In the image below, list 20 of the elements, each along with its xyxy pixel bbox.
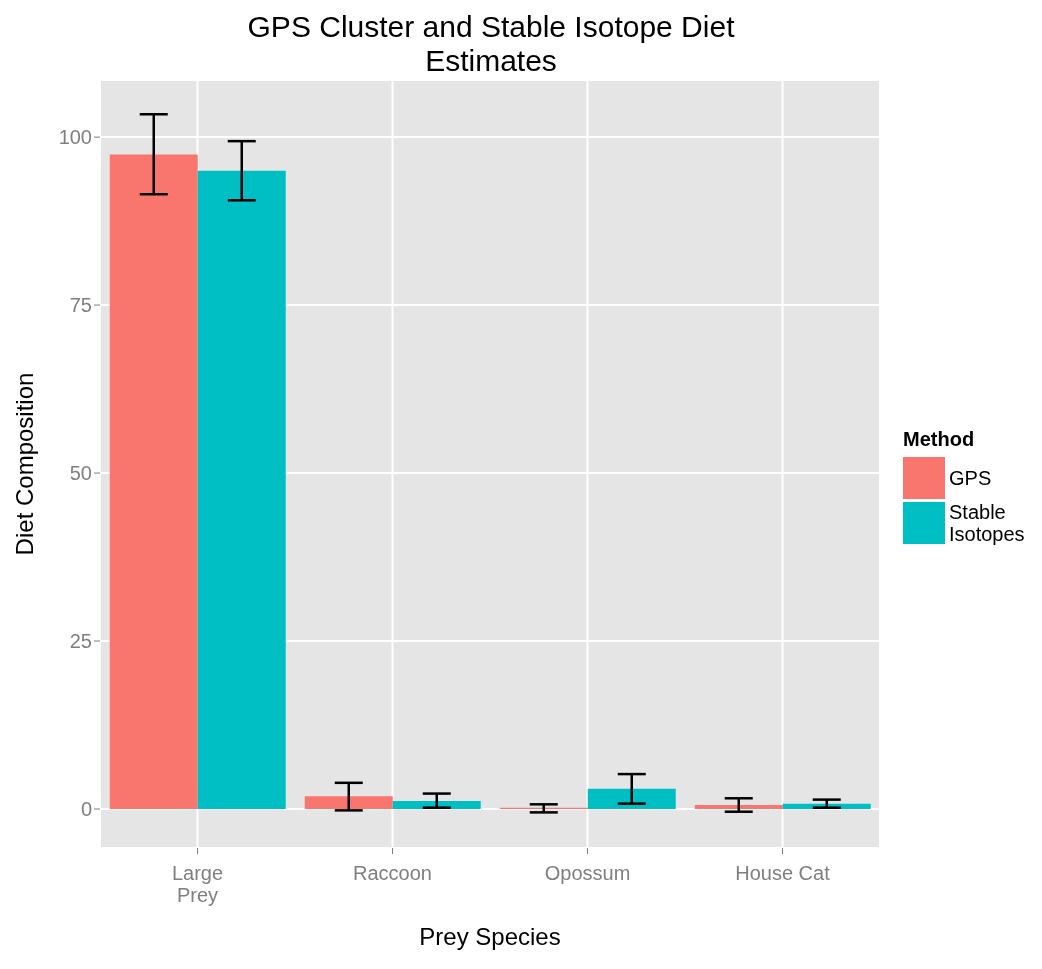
bar: [587, 788, 676, 810]
legend-title: Method: [903, 428, 976, 451]
bar: [197, 170, 286, 810]
y-tick-label: 100: [58, 126, 92, 149]
x-axis-title: Prey Species: [419, 923, 561, 950]
legend-label: Stable Isotopes: [949, 501, 1026, 545]
legend-label: GPS: [949, 467, 992, 489]
y-tick-label: 50: [69, 462, 92, 485]
x-tick-label: Large Prey: [171, 862, 224, 906]
y-tick-label: 25: [69, 630, 92, 653]
bar: [304, 796, 393, 810]
x-tick-label: Raccoon: [353, 862, 432, 884]
bar: [694, 805, 783, 810]
y-axis-title: Diet Composition: [10, 372, 38, 556]
x-tick-label: House Cat: [735, 862, 831, 884]
bar: [109, 154, 198, 810]
chart-title: GPS Cluster and Stable Isotope Diet Estimates: [246, 10, 736, 78]
x-tick-label: Opossum: [544, 862, 631, 884]
y-tick-label: 75: [69, 294, 92, 317]
y-tick-label: 0: [80, 798, 92, 821]
